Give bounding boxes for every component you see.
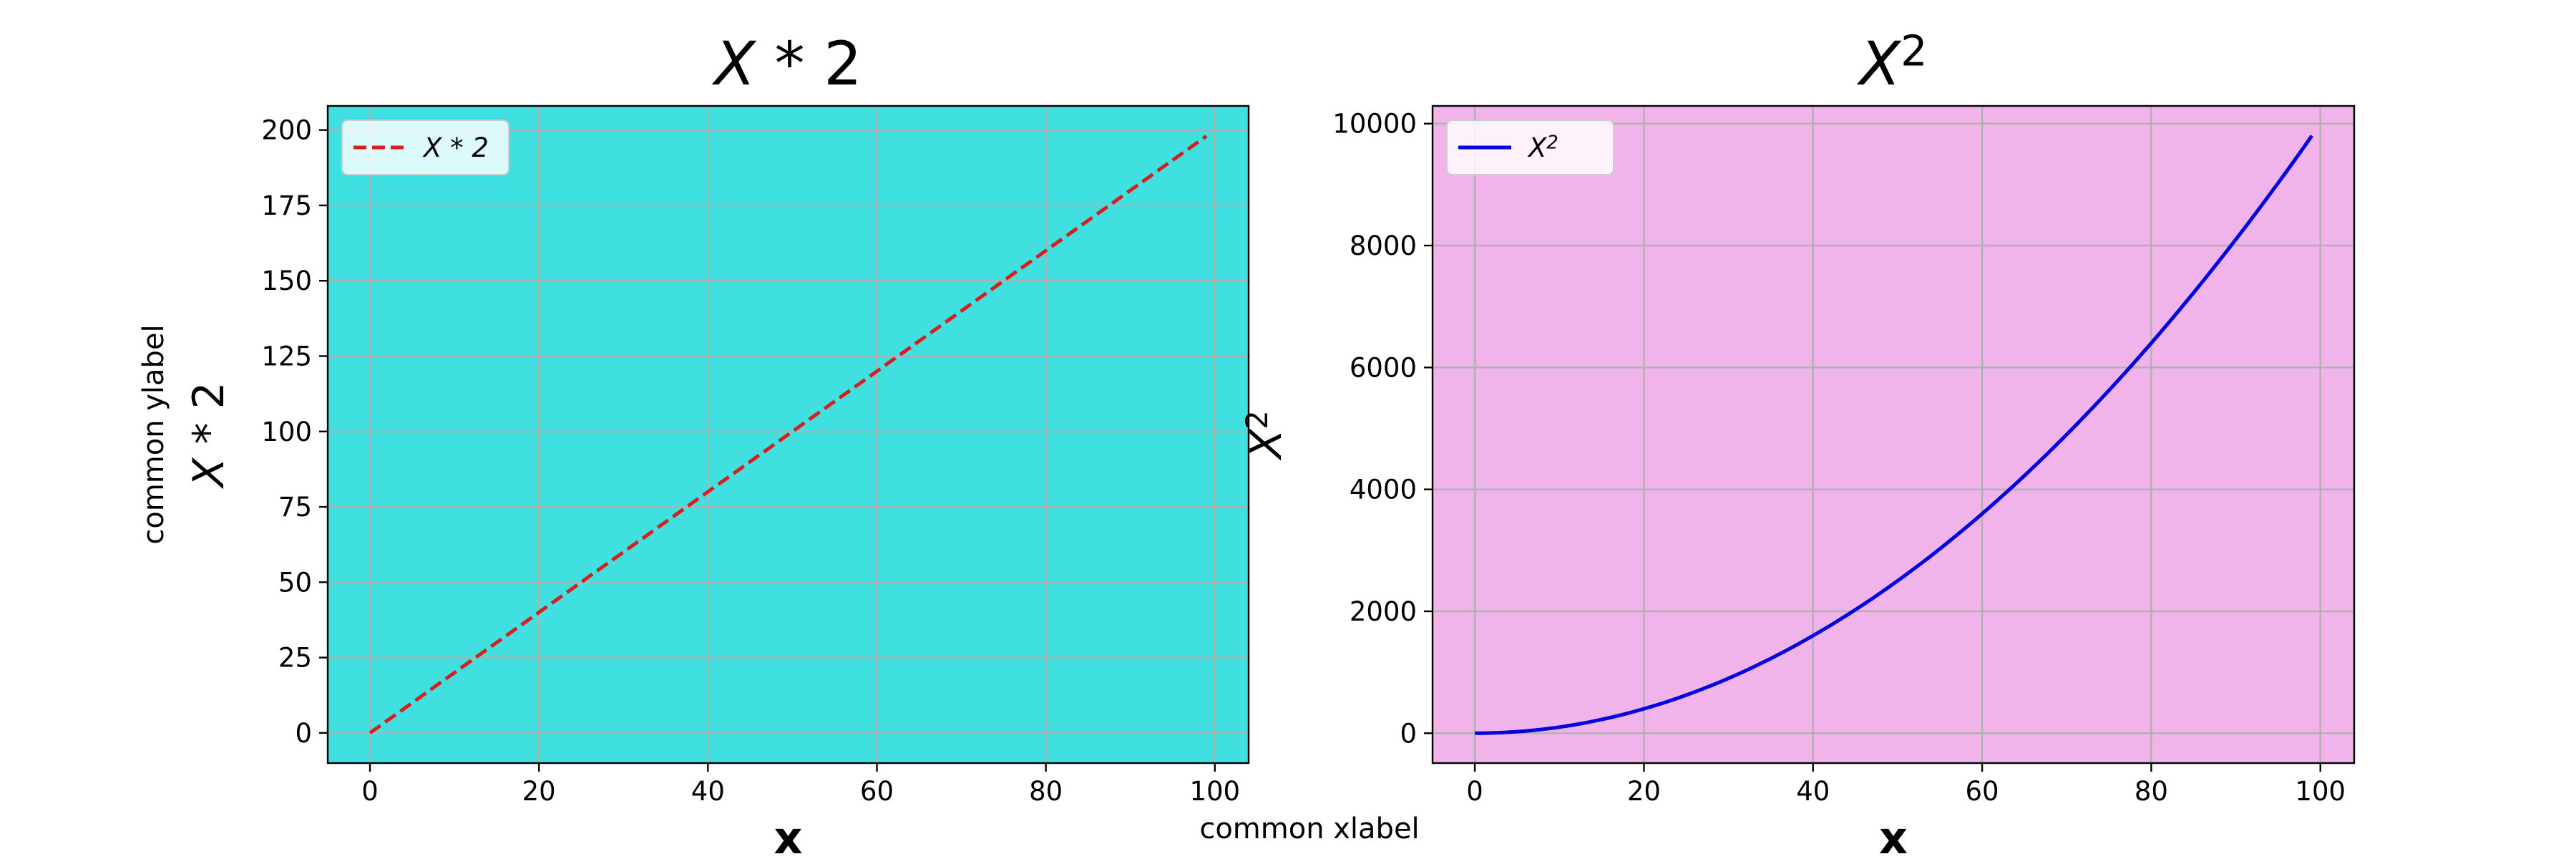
y-tick-label: 150 (261, 266, 312, 296)
y-tick-label: 6000 (1350, 352, 1417, 383)
common-ylabel: common ylabel (137, 324, 170, 544)
x-axis-label: x (1879, 812, 1908, 859)
y-axis-label: X2 (1239, 410, 1292, 461)
y-axis-label: X * 2 (184, 382, 234, 489)
axes-frame (1431, 105, 2356, 765)
y-tick-label: 125 (261, 341, 312, 372)
y-tick-label: 175 (261, 190, 312, 221)
y-tick-label: 75 (278, 492, 312, 523)
subplot-1: 0 20 40 60 80 100 0 25 50 75 100 125 150 175 200 X * 2 x… (184, 29, 1250, 859)
x-tick-label: 40 (691, 776, 725, 807)
y-tick-label: 8000 (1350, 230, 1417, 261)
y-tick-label: 50 (278, 567, 312, 598)
series-line-1 (1475, 135, 2313, 735)
legend: X2 (1446, 120, 1614, 175)
y-tick-label: 100 (261, 417, 312, 447)
x-tick-label: 40 (1796, 776, 1830, 807)
x-tick-label: 0 (361, 776, 379, 807)
x-tick-label: 20 (522, 776, 556, 807)
y-tick-label: 4000 (1350, 475, 1417, 505)
x-tick-label: 60 (1966, 776, 1999, 807)
x-tick-label: 0 (1466, 776, 1483, 807)
x-tick-label: 80 (1029, 776, 1063, 807)
x-tick-label: 20 (1627, 776, 1661, 807)
legend-label: X * 2 (422, 132, 489, 163)
y-tick-label: 0 (1400, 718, 1417, 749)
y-tick-label: 200 (261, 115, 312, 146)
y-tick-label: 0 (295, 718, 312, 749)
legend: X * 2 (341, 120, 509, 175)
x-tick-label: 80 (2135, 776, 2168, 807)
chart-title: X2 (1857, 26, 1928, 99)
chart-title: X * 2 (711, 29, 862, 99)
subplot-2: 0 20 40 60 80 100 0 2000 4000 6000 8000 10000 X2 x X2 X… (1239, 26, 2356, 859)
plot-area-2 (1433, 106, 2354, 763)
x-tick-label: 100 (1189, 776, 1240, 807)
y-tick-label: 10000 (1332, 109, 1417, 140)
series-line-1 (369, 135, 1208, 734)
legend-box (1446, 120, 1614, 175)
y-tick-label: 25 (278, 643, 312, 674)
x-tick-label: 100 (2295, 776, 2346, 807)
legend-box (341, 120, 509, 175)
x-tick-label: 60 (860, 776, 894, 807)
x-axis-label: x (774, 812, 803, 859)
common-xlabel: common xlabel (1199, 812, 1419, 845)
axes-frame (326, 105, 1250, 765)
legend-label: X2 (1527, 132, 1558, 163)
y-tick-label: 2000 (1350, 596, 1417, 627)
